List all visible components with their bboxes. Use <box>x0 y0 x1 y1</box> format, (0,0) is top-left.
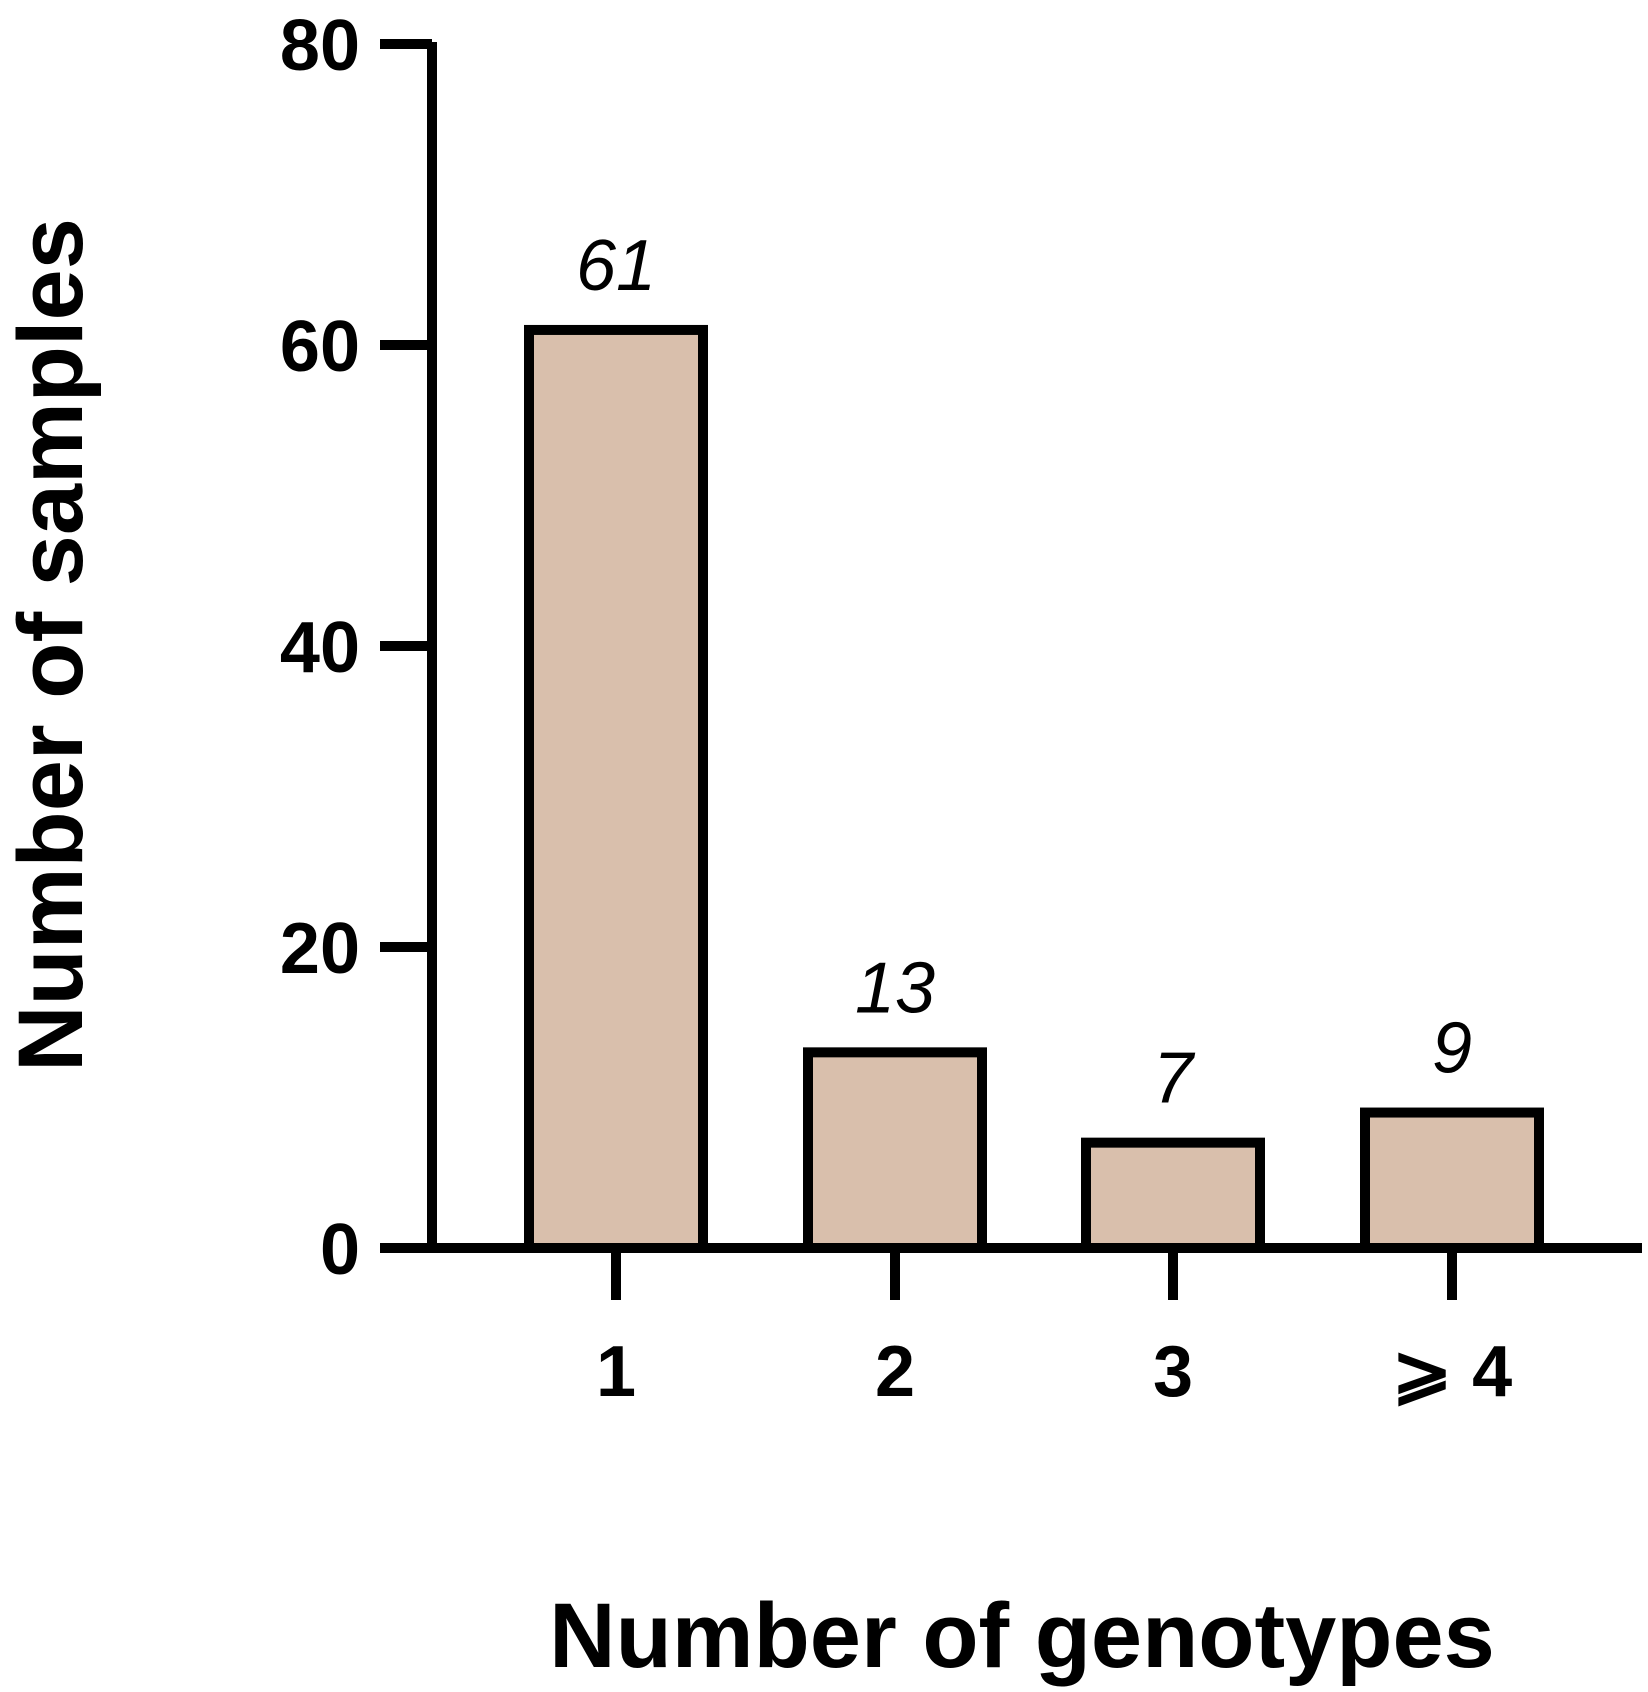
x-tick-label: ⩾ 4 <box>1392 1332 1512 1412</box>
y-tick-label: 0 <box>320 1210 360 1290</box>
bar-value-label: 7 <box>1153 1039 1196 1119</box>
bar-value-label: 13 <box>855 948 935 1028</box>
data-labels: 61 13 7 9 <box>576 226 1472 1119</box>
bar-value-label: 61 <box>576 226 656 306</box>
y-tick-label: 40 <box>280 608 360 688</box>
y-axis: 0 20 40 60 80 <box>280 6 437 1290</box>
x-tick-label: 3 <box>1153 1332 1193 1412</box>
bars <box>524 324 1544 1254</box>
y-axis-title: Number of samples <box>0 218 102 1072</box>
x-axis-title: Number of genotypes <box>549 1585 1495 1687</box>
y-tick-label: 60 <box>280 307 360 387</box>
bar <box>524 324 708 1253</box>
x-tick-label: 1 <box>596 1332 636 1412</box>
bar <box>803 1047 987 1253</box>
x-tick-label: 2 <box>875 1332 915 1412</box>
bar <box>1360 1107 1544 1254</box>
y-tick-label: 80 <box>280 6 360 86</box>
bar-value-label: 9 <box>1432 1009 1472 1089</box>
y-tick-label: 20 <box>280 909 360 989</box>
x-axis: 1 2 3 ⩾ 4 <box>427 1243 1642 1412</box>
bar <box>1081 1137 1265 1254</box>
